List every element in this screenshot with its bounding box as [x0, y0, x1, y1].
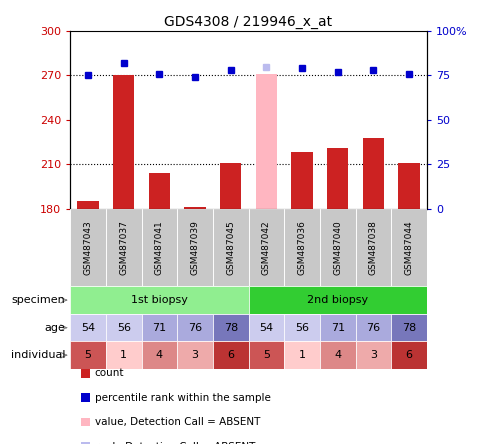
Text: 76: 76 — [188, 323, 202, 333]
Text: 71: 71 — [330, 323, 344, 333]
Bar — [391, 209, 426, 286]
Text: GSM487038: GSM487038 — [368, 220, 377, 275]
Text: 54: 54 — [81, 323, 95, 333]
Text: individual: individual — [11, 350, 65, 360]
Bar — [77, 201, 99, 209]
Bar — [391, 341, 426, 369]
Text: 4: 4 — [333, 350, 341, 360]
Bar — [81, 417, 90, 426]
Bar — [81, 369, 90, 377]
Text: 76: 76 — [365, 323, 379, 333]
Text: GSM487041: GSM487041 — [154, 220, 164, 275]
Bar — [212, 341, 248, 369]
Bar — [248, 341, 284, 369]
Bar — [141, 341, 177, 369]
Text: 5: 5 — [85, 350, 91, 360]
Text: specimen: specimen — [12, 295, 65, 305]
Bar — [70, 209, 106, 286]
Bar — [284, 314, 319, 341]
Bar — [326, 148, 348, 209]
Text: 56: 56 — [117, 323, 131, 333]
Bar — [248, 314, 284, 341]
Bar — [319, 341, 355, 369]
Text: 3: 3 — [191, 350, 198, 360]
Text: 1: 1 — [298, 350, 305, 360]
Bar — [284, 209, 319, 286]
Text: GSM487044: GSM487044 — [404, 220, 413, 275]
Text: age: age — [45, 323, 65, 333]
Bar — [284, 341, 319, 369]
Text: GSM487042: GSM487042 — [261, 220, 271, 275]
Bar — [184, 207, 205, 209]
Bar — [248, 286, 426, 314]
Bar — [220, 163, 241, 209]
Bar — [81, 393, 90, 402]
Bar — [70, 314, 106, 341]
Bar — [355, 314, 390, 341]
Text: GSM487037: GSM487037 — [119, 220, 128, 275]
Text: GSM487039: GSM487039 — [190, 220, 199, 275]
Bar — [362, 138, 383, 209]
Text: 2nd biopsy: 2nd biopsy — [306, 295, 367, 305]
Bar — [70, 286, 248, 314]
Text: 3: 3 — [369, 350, 376, 360]
Bar — [291, 152, 312, 209]
Bar — [81, 442, 90, 444]
Text: 6: 6 — [405, 350, 411, 360]
Bar — [177, 314, 212, 341]
Bar — [248, 209, 284, 286]
Text: 5: 5 — [262, 350, 269, 360]
Bar — [149, 173, 170, 209]
Text: 78: 78 — [401, 323, 415, 333]
Text: GSM487043: GSM487043 — [83, 220, 92, 275]
Text: 78: 78 — [223, 323, 237, 333]
Bar — [141, 209, 177, 286]
Bar — [106, 341, 141, 369]
Text: value, Detection Call = ABSENT: value, Detection Call = ABSENT — [94, 417, 259, 427]
Text: rank, Detection Call = ABSENT: rank, Detection Call = ABSENT — [94, 442, 255, 444]
Text: 54: 54 — [259, 323, 273, 333]
Text: 1: 1 — [120, 350, 127, 360]
Bar — [113, 75, 134, 209]
Bar — [397, 163, 419, 209]
Bar — [355, 341, 390, 369]
Bar — [70, 341, 106, 369]
Text: 71: 71 — [152, 323, 166, 333]
Bar — [212, 314, 248, 341]
Bar — [319, 209, 355, 286]
Bar — [177, 341, 212, 369]
Title: GDS4308 / 219946_x_at: GDS4308 / 219946_x_at — [164, 15, 332, 29]
Text: 56: 56 — [294, 323, 308, 333]
Bar — [177, 209, 212, 286]
Text: GSM487045: GSM487045 — [226, 220, 235, 275]
Text: GSM487036: GSM487036 — [297, 220, 306, 275]
Text: count: count — [94, 369, 124, 378]
Text: 6: 6 — [227, 350, 234, 360]
Text: GSM487040: GSM487040 — [333, 220, 342, 275]
Bar — [212, 209, 248, 286]
Bar — [106, 314, 141, 341]
Bar — [255, 74, 276, 209]
Bar — [141, 314, 177, 341]
Bar — [319, 314, 355, 341]
Text: 4: 4 — [155, 350, 163, 360]
Bar — [391, 314, 426, 341]
Bar — [106, 209, 141, 286]
Text: percentile rank within the sample: percentile rank within the sample — [94, 393, 270, 403]
Text: 1st biopsy: 1st biopsy — [131, 295, 187, 305]
Bar — [355, 209, 390, 286]
